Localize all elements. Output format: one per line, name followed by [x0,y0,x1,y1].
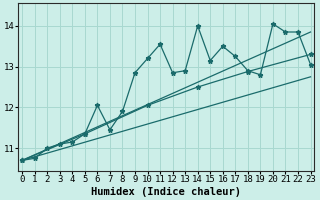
X-axis label: Humidex (Indice chaleur): Humidex (Indice chaleur) [91,186,241,197]
